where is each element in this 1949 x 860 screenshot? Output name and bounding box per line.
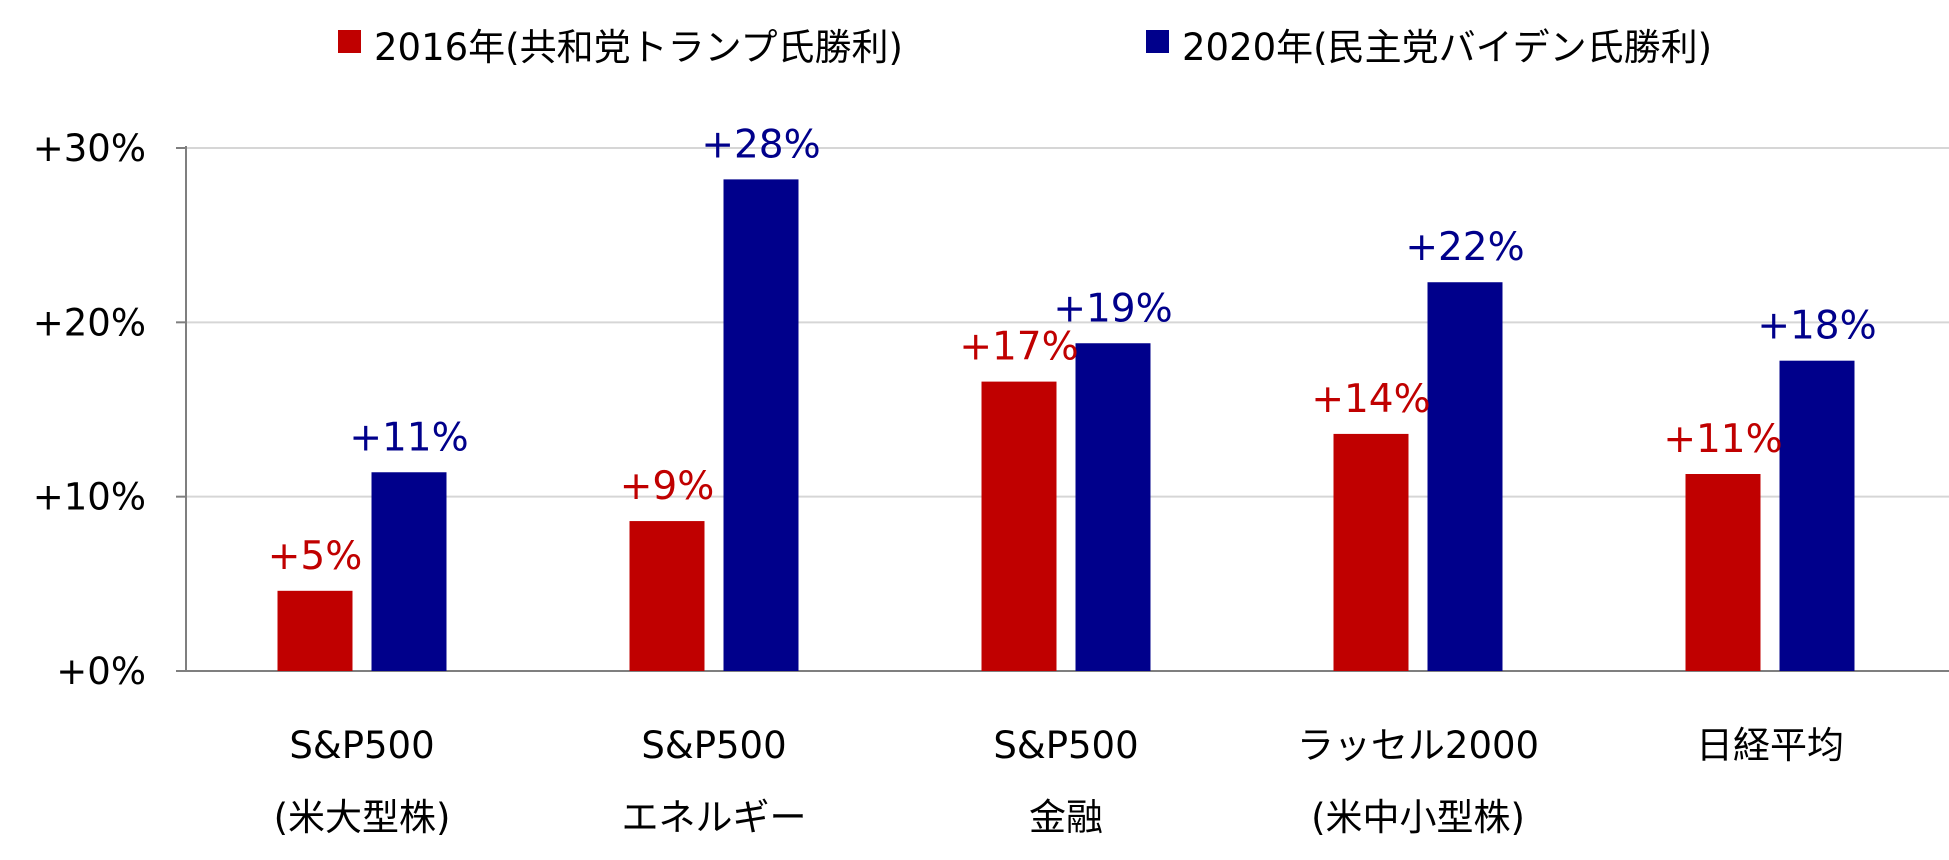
bar — [371, 472, 447, 671]
bar — [981, 381, 1057, 671]
x-tick-label: S&P500 — [641, 724, 786, 767]
data-label: +28% — [701, 122, 820, 167]
x-tick-label: エネルギー — [622, 796, 807, 839]
data-label: +11% — [1663, 417, 1782, 462]
y-tick-labels: +0% +10% +20% +30% — [33, 127, 146, 693]
x-tick-label: S&P500 — [993, 724, 1138, 767]
x-tick-label: 金融 — [1029, 796, 1103, 839]
bar — [723, 179, 799, 671]
bars — [277, 179, 1855, 671]
bar — [277, 590, 353, 671]
legend-swatch — [1146, 30, 1169, 53]
bar — [1427, 282, 1503, 671]
bar — [1685, 474, 1761, 671]
bar — [1075, 343, 1151, 671]
data-label: +9% — [620, 464, 715, 509]
x-tick-label: ラッセル2000 — [1297, 724, 1539, 767]
axes — [176, 146, 1949, 672]
y-tick-label: +10% — [33, 476, 146, 519]
bar — [1779, 360, 1855, 671]
x-tick-label: (米大型株) — [274, 796, 451, 839]
gridlines — [186, 147, 1949, 498]
x-tick-label: S&P500 — [289, 724, 434, 767]
data-label: +11% — [349, 415, 468, 460]
legend-swatch — [338, 30, 361, 53]
data-label: +18% — [1757, 304, 1876, 349]
y-tick-label: +30% — [33, 127, 146, 170]
legend-label: 2016年(共和党トランプ氏勝利) — [374, 26, 903, 69]
data-label: +14% — [1311, 377, 1430, 422]
y-tick-label: +20% — [33, 301, 146, 344]
x-tick-label: 日経平均 — [1696, 724, 1844, 767]
x-tick-labels: S&P500 (米大型株) S&P500 エネルギー S&P500 金融 ラッセル2000 (… — [274, 724, 1844, 839]
x-tick-label: (米中小型株) — [1311, 796, 1525, 839]
y-tick-label: +0% — [56, 650, 146, 693]
data-labels: +5% +11% +9% +28% +17%+19% +14% +22% +11% +18% — [268, 122, 1877, 578]
legend-label: 2020年(民主党バイデン氏勝利) — [1182, 26, 1712, 69]
bar — [1333, 433, 1409, 671]
data-label: +22% — [1405, 225, 1524, 270]
bar — [629, 521, 705, 671]
data-label: +19% — [1053, 286, 1172, 331]
data-label: +17% — [959, 325, 1078, 370]
legend: 2016年(共和党トランプ氏勝利) 2020年(民主党バイデン氏勝利) — [338, 26, 1712, 69]
data-label: +5% — [268, 534, 363, 579]
